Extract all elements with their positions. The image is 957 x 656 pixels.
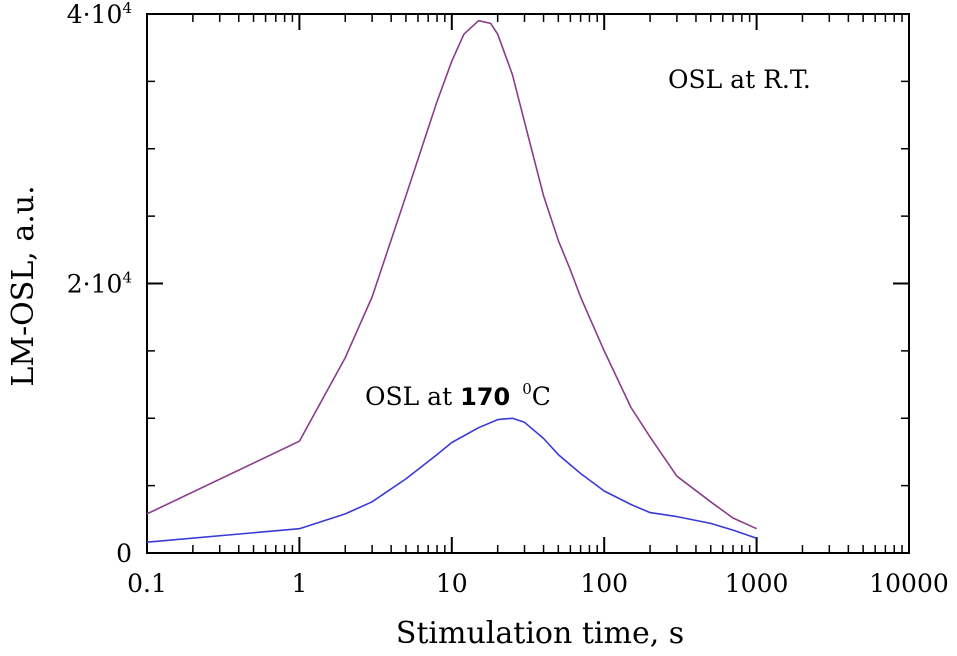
annotation-170-degree: 0 — [522, 380, 532, 398]
x-axis-ticks: 0.1 1 10 100 1000 10000 — [127, 14, 949, 598]
x-tick-label: 100 — [580, 569, 628, 598]
plot-frame — [146, 13, 910, 554]
y-tick-label: 2·104 — [67, 269, 132, 299]
plot-area — [146, 13, 910, 554]
annotation-osl-170c: OSL at 170 0C — [365, 380, 551, 411]
series-line-t170 — [146, 417, 757, 543]
x-tick-label: 0.1 — [127, 569, 167, 598]
series-line-rt — [146, 19, 757, 530]
x-tick-label: 1000 — [725, 569, 789, 598]
y-tick-label: 0 — [116, 539, 132, 568]
y-axis-ticks: 0 2·104 4·104 — [67, 0, 909, 568]
x-axis-title: Stimulation time, s — [396, 616, 684, 651]
x-tick-label: 10000 — [869, 569, 949, 598]
annotation-osl-rt: OSL at R.T. — [668, 65, 811, 94]
annotation-170-value: 170 — [460, 383, 510, 411]
y-axis-title: LM-OSL, a.u. — [6, 185, 41, 386]
x-tick-label: 1 — [291, 569, 307, 598]
annotation-170-prefix: OSL at — [365, 382, 460, 411]
x-tick-label: 10 — [436, 569, 468, 598]
annotation-170-unit: C — [532, 382, 551, 411]
series-layer — [146, 19, 757, 543]
y-tick-label: 4·104 — [67, 0, 132, 29]
